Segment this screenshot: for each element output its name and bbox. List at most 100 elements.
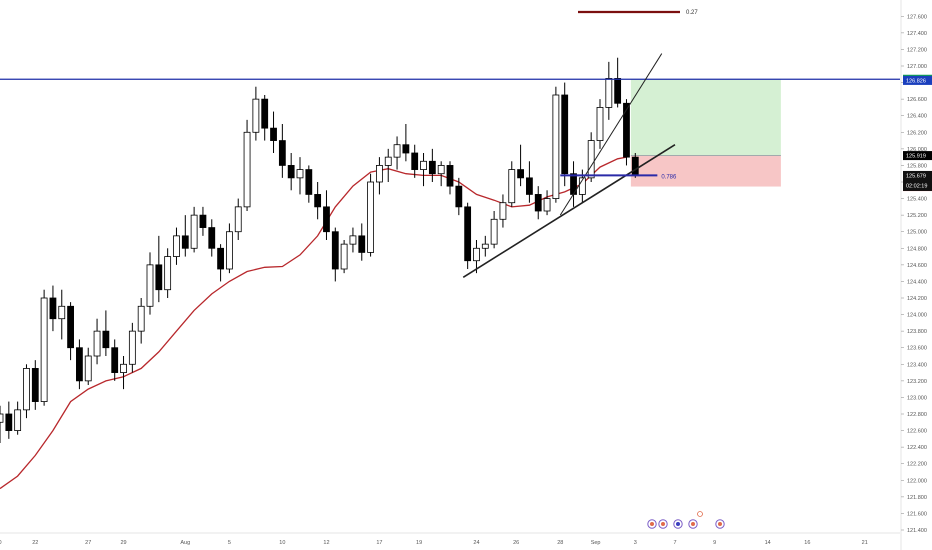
candle	[464, 202, 472, 269]
candle	[128, 322, 136, 373]
candle	[358, 223, 366, 261]
event-badge-icon[interactable]	[673, 519, 683, 529]
candle-body	[490, 218, 498, 245]
candle	[428, 148, 436, 182]
trendlines-layer	[462, 53, 676, 278]
candle-body	[181, 235, 189, 249]
candle	[76, 339, 83, 390]
price-tick-label: 124.400	[907, 279, 927, 285]
price-tick-label: 123.600	[907, 346, 927, 352]
candle	[481, 235, 489, 257]
candle	[552, 86, 560, 203]
candle	[305, 165, 313, 203]
candle-body	[278, 140, 286, 166]
candle-body	[102, 330, 110, 349]
candle	[349, 227, 357, 253]
candle-body	[49, 297, 57, 320]
candle-body	[40, 297, 48, 402]
candle-body	[208, 227, 216, 249]
candle-body	[578, 177, 586, 195]
event-badge-dot	[691, 522, 695, 526]
candle	[499, 194, 507, 228]
last-price-bg	[903, 170, 932, 191]
price-tick-label: 127.600	[907, 14, 927, 20]
candle	[367, 173, 374, 257]
price-tick-label: 123.400	[907, 362, 927, 368]
candle-body	[314, 194, 322, 208]
price-tick-label: 121.800	[907, 495, 927, 501]
price-tick-label: 127.200	[907, 47, 927, 53]
candle-body	[58, 305, 66, 320]
candle	[190, 206, 198, 253]
candle	[234, 198, 242, 240]
time-tick-label: 17	[376, 540, 382, 546]
candle	[596, 99, 604, 149]
price-tick-label: 124.800	[907, 246, 927, 252]
candle	[102, 310, 110, 356]
candle	[314, 182, 322, 220]
price-tick-label: 122.200	[907, 462, 927, 468]
candle-body	[411, 152, 419, 170]
candle-body	[587, 140, 595, 179]
time-tick-label: 3	[634, 540, 637, 546]
candle-body	[305, 169, 313, 195]
price-tick-label: 126.000	[907, 147, 927, 153]
candle-body	[384, 156, 392, 166]
price-tick-label: 123.800	[907, 329, 927, 335]
candle-body	[349, 235, 357, 245]
candle-body	[517, 169, 524, 179]
candle	[393, 136, 401, 170]
price-tick-label: 125.000	[907, 230, 927, 236]
candle-body	[367, 181, 374, 253]
candle-body	[596, 107, 604, 141]
event-badge-dot	[661, 522, 665, 526]
candle-body	[534, 194, 542, 212]
candle	[14, 401, 22, 435]
candle-body	[437, 165, 445, 175]
event-badge-icon[interactable]	[647, 519, 657, 529]
event-badge-icon[interactable]	[688, 519, 698, 529]
candle	[287, 153, 295, 191]
candle	[181, 215, 189, 257]
candle	[455, 177, 463, 216]
candle-body	[552, 94, 560, 199]
price-tag: 126.826	[903, 75, 932, 85]
event-badge-icon[interactable]	[715, 519, 725, 529]
candle	[208, 219, 216, 257]
candle	[40, 289, 48, 406]
price-tag: 125.919	[903, 151, 932, 161]
candle	[252, 86, 260, 141]
candle	[296, 157, 304, 195]
candle-body	[376, 165, 383, 183]
candle-body	[137, 305, 145, 332]
candle-body	[508, 169, 516, 204]
price-tick-label: 123.000	[907, 395, 927, 401]
candle-body	[499, 202, 507, 220]
price-tag-text: 126.826	[906, 78, 926, 84]
candle	[473, 240, 480, 274]
candle	[261, 95, 269, 141]
price-tick-label: 121.400	[907, 528, 927, 534]
candle	[155, 235, 163, 303]
candle-body	[393, 144, 401, 158]
candle	[226, 223, 233, 274]
candle	[173, 227, 180, 265]
fib-label: 0.786	[661, 174, 677, 180]
candle-body	[526, 177, 533, 195]
time-tick-label: 21	[862, 540, 868, 546]
candle	[561, 82, 569, 187]
candle	[93, 318, 101, 365]
candle-body	[243, 131, 251, 208]
price-tag-bg	[903, 151, 932, 161]
candle	[278, 124, 286, 178]
candle-body	[14, 409, 22, 431]
candle	[67, 302, 74, 361]
candle-body	[217, 247, 224, 270]
ema-layer	[0, 156, 627, 490]
price-tick-label: 127.400	[907, 31, 927, 37]
candle-body	[631, 156, 639, 176]
event-badge-icon[interactable]	[658, 519, 668, 529]
candle-body	[331, 231, 339, 270]
candle-body	[323, 206, 330, 233]
